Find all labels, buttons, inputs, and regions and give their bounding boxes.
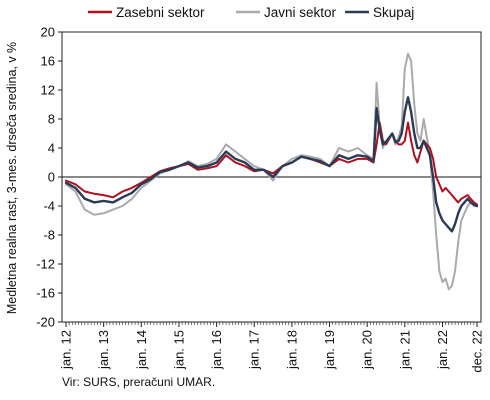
x-tick-label: jan. 20 xyxy=(360,330,375,370)
y-tick-label: -4 xyxy=(43,199,55,214)
x-tick-label: jan. 14 xyxy=(134,330,149,370)
x-tick-label: jan. 16 xyxy=(209,330,224,370)
plot-area: -20 -16 -12 -8 -4 0 4 8 12 16 20 jan. 12 jan. 13 jan.… xyxy=(36,25,484,373)
y-tick-label: 8 xyxy=(48,112,55,127)
source-note: Vir: SURS, preračuni UMAR. xyxy=(62,375,216,389)
series-line-skupaj xyxy=(64,96,479,233)
series-line-javni-sektor xyxy=(65,52,478,291)
x-tick-label: jan. 15 xyxy=(171,330,186,370)
legend-label-zasebni-sektor: Zasebni sektor xyxy=(116,5,205,20)
x-tick-label: jan. 13 xyxy=(96,330,111,370)
y-tick-label: -20 xyxy=(36,315,55,330)
legend-label-skupaj: Skupaj xyxy=(373,5,414,20)
x-tick-label: jan. 21 xyxy=(397,330,412,370)
legend: Zasebni sektor Javni sektor Skupaj xyxy=(88,5,414,20)
y-tick-label: 16 xyxy=(41,54,55,69)
y-axis-title: Medletna realna rast, 3-mes. drseča sred… xyxy=(5,42,19,314)
y-tick-label: 20 xyxy=(41,25,55,40)
x-tick-label: jan. 19 xyxy=(322,330,337,370)
x-tick-label: jan. 22 xyxy=(435,330,450,370)
y-tick-label: -12 xyxy=(36,257,55,272)
y-tick-label: 4 xyxy=(48,141,55,156)
x-tick-label: jan. 18 xyxy=(284,330,299,370)
y-tick-label: 12 xyxy=(41,83,55,98)
y-tick-label: 0 xyxy=(48,170,55,185)
x-tick-label: jan. 12 xyxy=(59,330,74,370)
y-tick-label: -8 xyxy=(43,228,55,243)
x-tick-label: jan. 17 xyxy=(247,330,262,370)
legend-label-javni-sektor: Javni sektor xyxy=(264,5,337,20)
y-tick-label: -16 xyxy=(36,286,55,301)
y-axis-title-group: Medletna realna rast, 3-mes. drseča sred… xyxy=(5,42,19,314)
x-tick-label: dec. 22 xyxy=(470,330,485,373)
